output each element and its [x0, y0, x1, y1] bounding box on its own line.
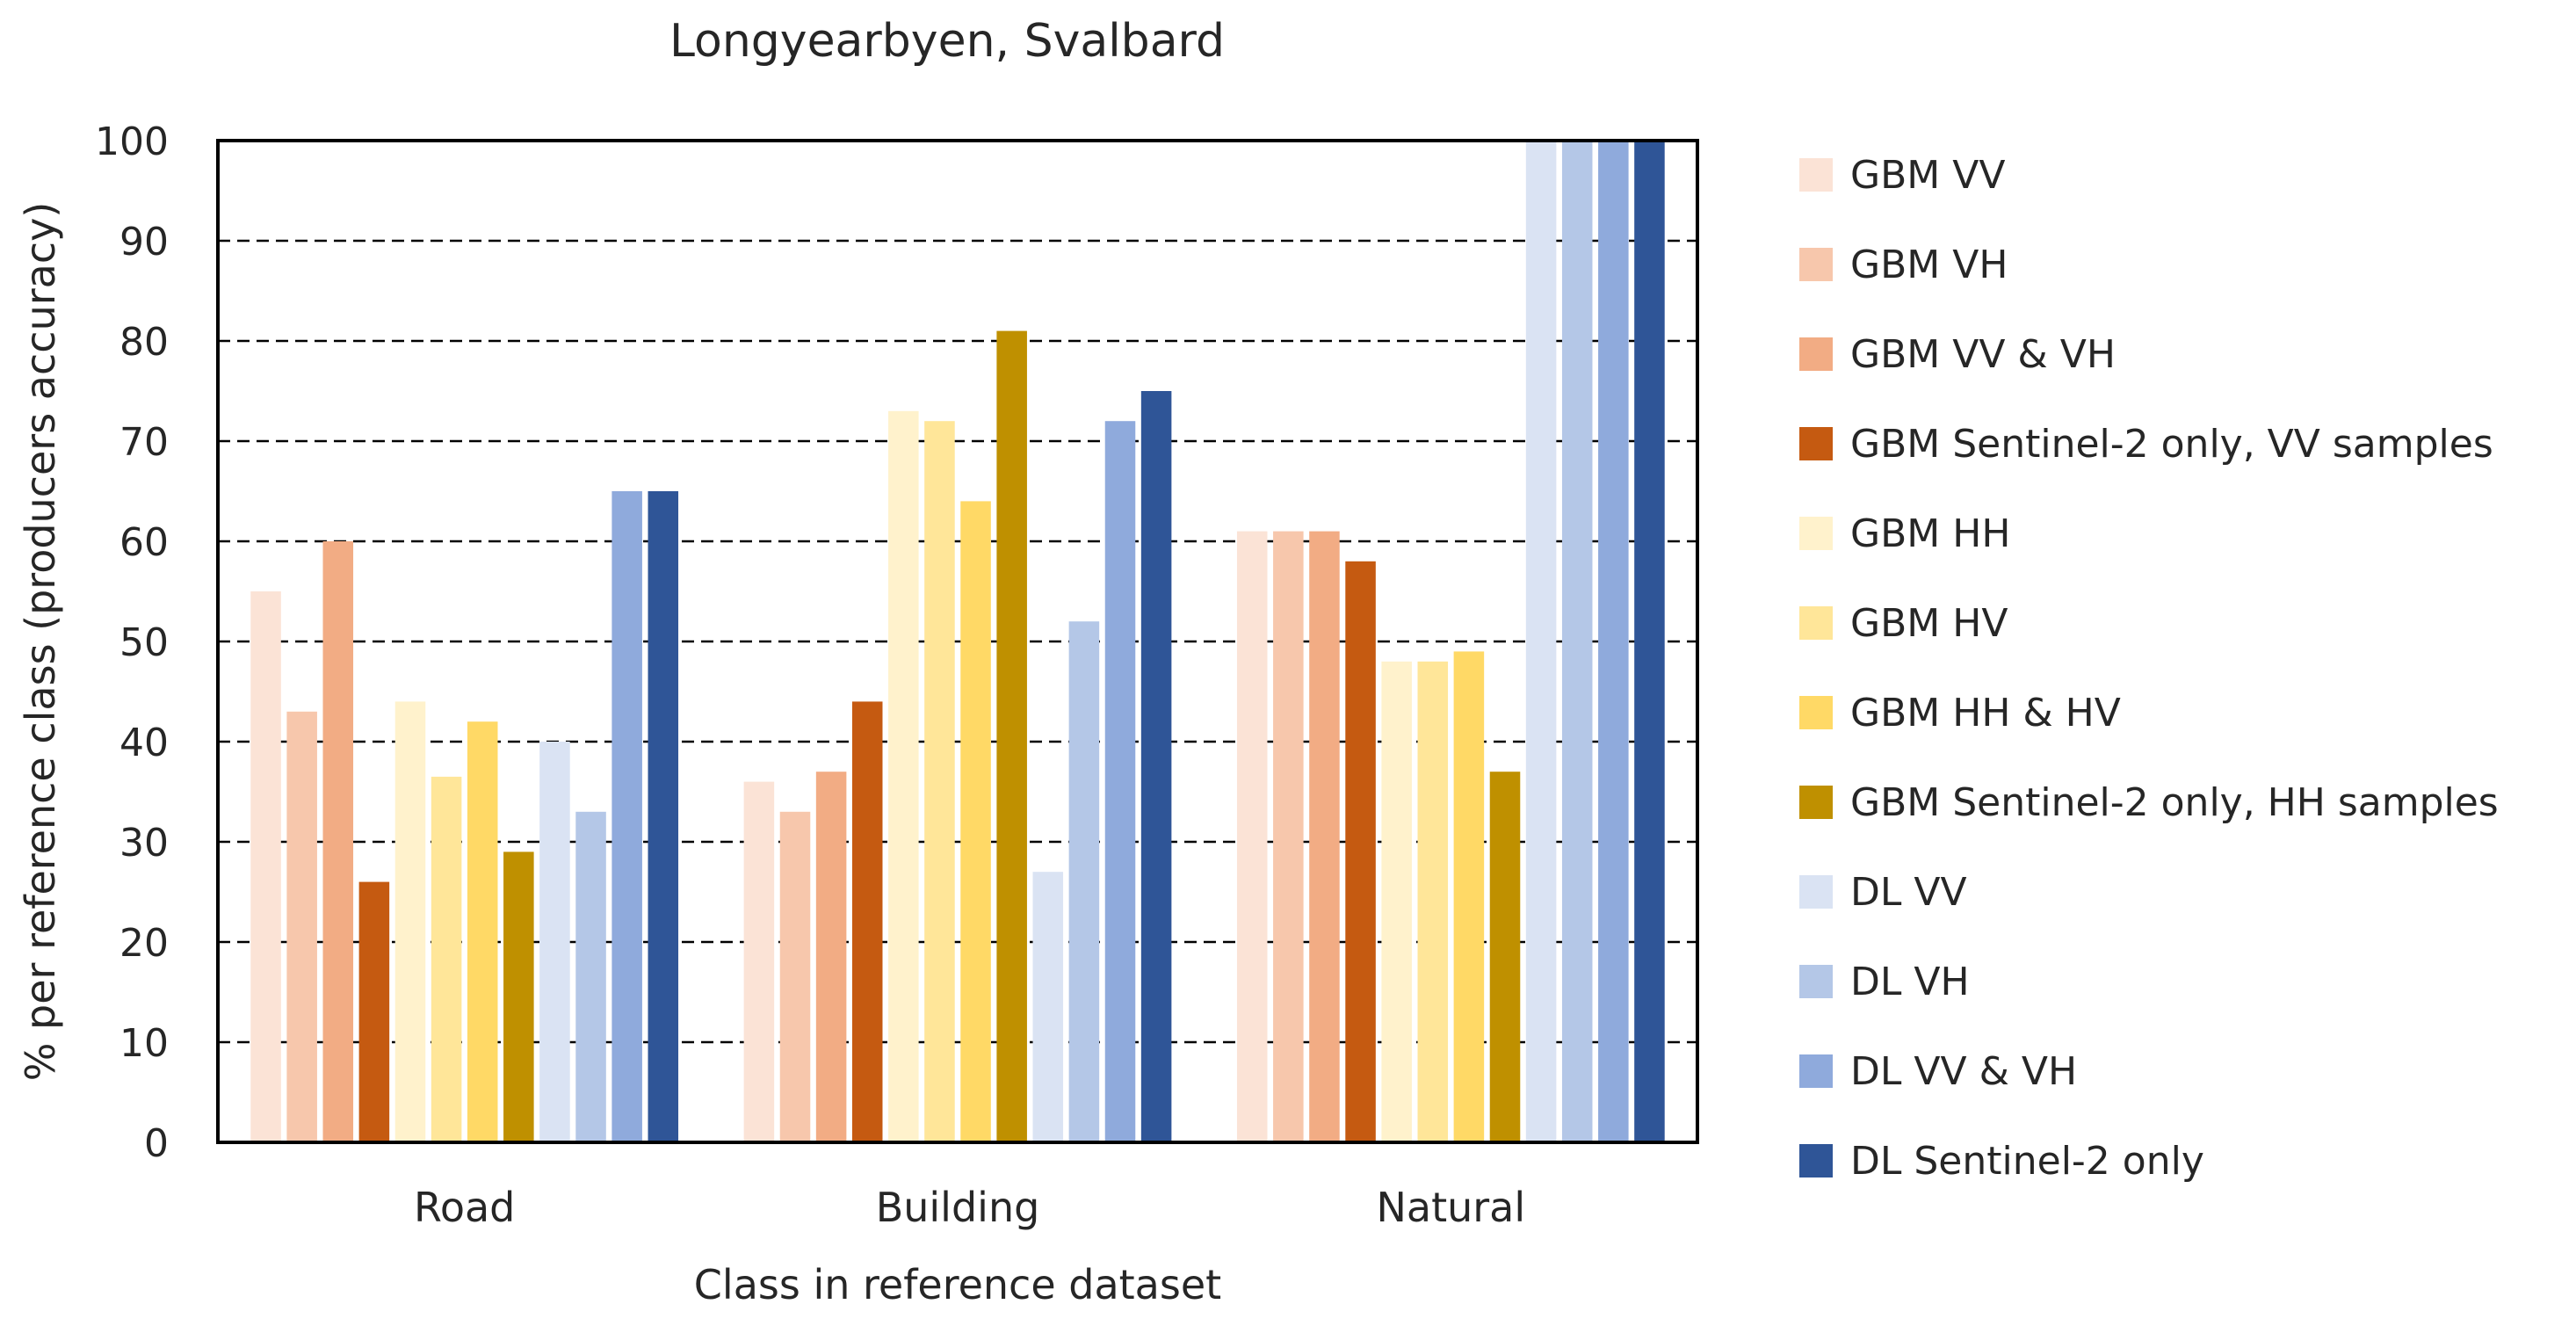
legend-swatch	[1799, 517, 1833, 550]
bar-natural-10	[1598, 141, 1629, 1142]
bar-road-9	[575, 811, 606, 1142]
x-axis-label: Class in reference dataset	[694, 1261, 1221, 1308]
bar-road-7	[503, 851, 534, 1142]
x-tick-label: Road	[414, 1184, 515, 1231]
bar-natural-8	[1525, 141, 1557, 1142]
bar-natural-5	[1417, 661, 1449, 1142]
bar-building-5	[924, 421, 955, 1142]
legend-swatch	[1799, 158, 1833, 192]
legend-swatch	[1799, 1054, 1833, 1088]
bar-building-11	[1140, 391, 1172, 1142]
bar-natural-7	[1489, 772, 1521, 1142]
bar-building-6	[960, 501, 991, 1142]
bar-natural-3	[1345, 561, 1376, 1142]
legend-label: GBM HH & HV	[1850, 691, 2121, 735]
legend-swatch	[1799, 965, 1833, 998]
y-tick-label: 100	[95, 120, 169, 164]
bar-building-8	[1032, 872, 1064, 1142]
legend-label: GBM VH	[1850, 243, 2008, 287]
legend-swatch	[1799, 606, 1833, 640]
bar-building-9	[1068, 621, 1100, 1142]
bar-building-0	[743, 781, 775, 1142]
bar-road-1	[286, 711, 317, 1142]
bar-road-6	[467, 721, 498, 1142]
bar-natural-1	[1273, 531, 1304, 1142]
bar-road-3	[358, 881, 390, 1142]
legend-label: GBM HH	[1850, 511, 2010, 556]
chart-title: Longyearbyen, Svalbard	[669, 15, 1225, 68]
legend-label: GBM VV	[1850, 153, 2005, 198]
legend-swatch	[1799, 1144, 1833, 1177]
legend-label: GBM VV & VH	[1850, 332, 2116, 377]
bar-road-5	[431, 776, 462, 1142]
legend-label: GBM HV	[1850, 601, 2008, 646]
y-tick-label: 70	[119, 420, 169, 465]
y-axis-ticks: 0 10 20 30 40 50 60 70 80 90 100	[95, 120, 169, 1166]
y-tick-label: 80	[119, 320, 169, 365]
legend: GBM VV GBM VH GBM VV & VH GBM Sentinel-2 on…	[1799, 153, 2499, 1184]
bar-building-3	[851, 701, 883, 1142]
bar-road-8	[539, 742, 570, 1142]
bar-road-2	[322, 541, 354, 1142]
bar-road-4	[394, 701, 426, 1142]
bar-natural-9	[1561, 141, 1593, 1142]
legend-swatch	[1799, 696, 1833, 729]
gridlines	[218, 239, 1697, 1044]
legend-swatch	[1799, 427, 1833, 460]
bar-natural-4	[1381, 661, 1412, 1142]
legend-swatch	[1799, 875, 1833, 909]
legend-label: DL VV	[1850, 870, 1967, 915]
y-tick-label: 40	[119, 721, 169, 765]
y-tick-label: 10	[119, 1021, 169, 1066]
bars	[250, 141, 1665, 1143]
bar-natural-11	[1634, 141, 1665, 1142]
bar-building-7	[996, 330, 1027, 1143]
x-axis-ticks: Road Building Natural	[414, 1184, 1525, 1231]
legend-swatch	[1799, 786, 1833, 819]
y-tick-label: 30	[119, 821, 169, 866]
legend-swatch	[1799, 248, 1833, 281]
bar-building-10	[1104, 421, 1136, 1142]
x-tick-label: Building	[876, 1184, 1040, 1231]
x-tick-label: Natural	[1376, 1184, 1525, 1231]
y-tick-label: 50	[119, 620, 169, 665]
legend-label: GBM Sentinel-2 only, VV samples	[1850, 422, 2493, 467]
legend-label: GBM Sentinel-2 only, HH samples	[1850, 780, 2499, 825]
legend-label: DL VH	[1850, 960, 1970, 1004]
bar-road-0	[250, 591, 281, 1142]
y-tick-label: 20	[119, 921, 169, 966]
bar-natural-2	[1309, 531, 1340, 1142]
y-tick-label: 0	[144, 1121, 169, 1166]
bar-road-11	[648, 491, 679, 1142]
plot-area-frame	[216, 139, 1699, 1144]
y-tick-label: 90	[119, 220, 169, 264]
bar-natural-6	[1453, 651, 1485, 1142]
bar-building-2	[815, 772, 847, 1142]
y-axis-label: % per reference class (producers accurac…	[17, 202, 64, 1082]
bar-building-1	[779, 811, 811, 1142]
bar-natural-0	[1236, 531, 1268, 1142]
y-tick-label: 60	[119, 520, 169, 565]
legend-label: DL VV & VH	[1850, 1049, 2077, 1094]
legend-swatch	[1799, 337, 1833, 371]
legend-label: DL Sentinel-2 only	[1850, 1139, 2204, 1184]
bar-road-10	[611, 491, 642, 1142]
bar-building-4	[888, 410, 919, 1142]
